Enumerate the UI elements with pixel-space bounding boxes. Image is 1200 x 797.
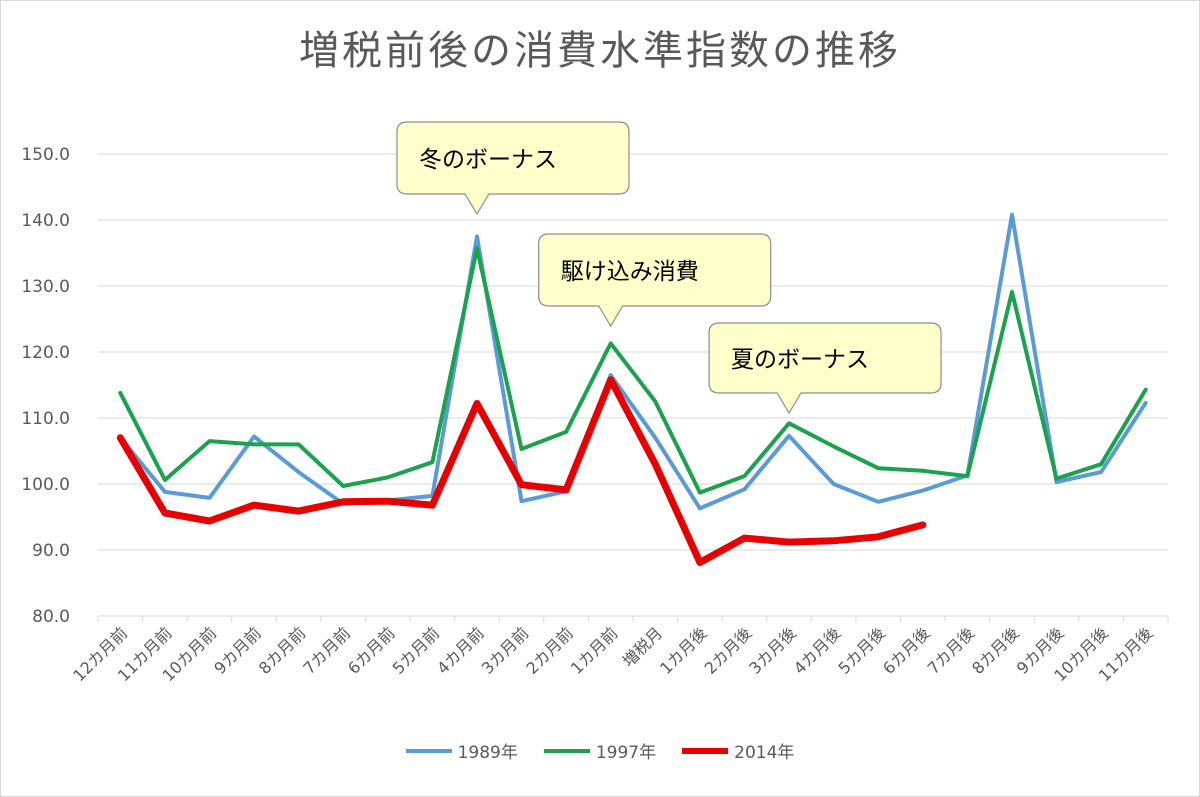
x-tick-label: 8カ月後 [968, 623, 1023, 678]
x-tick-label: 5カ月後 [834, 623, 889, 678]
series-line-1989年 [118, 212, 1148, 511]
x-tick-label: 4カ月前 [433, 623, 488, 678]
legend-label-1989: 1989年 [457, 743, 518, 763]
legend-swatch-1997 [543, 748, 590, 753]
y-tick-label: 130.0 [21, 277, 70, 297]
y-tick-label: 120.0 [21, 343, 70, 363]
x-tick-label: 5カ月前 [389, 623, 444, 678]
x-tick-label: 4カ月後 [790, 623, 845, 678]
legend-item-1989: 1989年 [405, 738, 518, 763]
x-tick-label: 3カ月前 [478, 623, 533, 678]
x-tick-label: 6カ月後 [879, 623, 934, 678]
y-tick-label: 80.0 [32, 607, 70, 627]
legend-label-2014: 2014年 [734, 743, 795, 763]
callout-box [396, 121, 630, 216]
callout-box [708, 322, 942, 415]
legend-item-1997: 1997年 [543, 738, 657, 763]
callout-text: 冬のボーナス [419, 147, 557, 173]
x-tick-label: 1カ月前 [567, 623, 622, 678]
callout-text: 駆け込み消費 [561, 259, 699, 285]
chart-title: 増税前後の消費水準指数の推移 [299, 28, 901, 74]
x-tick-label: 8カ月前 [255, 623, 310, 678]
callout-box [538, 233, 772, 328]
x-tick-label: 7カ月後 [924, 623, 979, 678]
series-line-2014年 [116, 376, 927, 566]
series-line-1997年 [118, 246, 1148, 495]
x-tick-label: 2カ月後 [701, 623, 756, 678]
x-tick-label: 9カ月前 [210, 623, 265, 678]
chart-legend: 1989年 1997年 2014年 [0, 738, 1200, 763]
legend-item-2014: 2014年 [682, 738, 794, 763]
callout-text: 夏のボーナス [731, 347, 869, 373]
legend-swatch-2014 [682, 747, 729, 754]
legend-label-1997: 1997年 [595, 743, 657, 763]
y-tick-label: 100.0 [21, 475, 70, 495]
legend-swatch-1989 [405, 748, 452, 753]
x-tick-label: 2カ月前 [522, 623, 577, 678]
y-tick-label: 110.0 [21, 409, 70, 429]
x-tick-label: 3カ月後 [745, 623, 800, 678]
y-tick-label: 150.0 [21, 145, 70, 165]
y-tick-label: 140.0 [21, 211, 70, 231]
x-tick-label: 1カ月後 [656, 623, 711, 678]
x-tick-label: 6カ月前 [344, 623, 399, 678]
y-tick-label: 90.0 [32, 541, 70, 561]
x-tick-label: 7カ月前 [299, 623, 354, 678]
